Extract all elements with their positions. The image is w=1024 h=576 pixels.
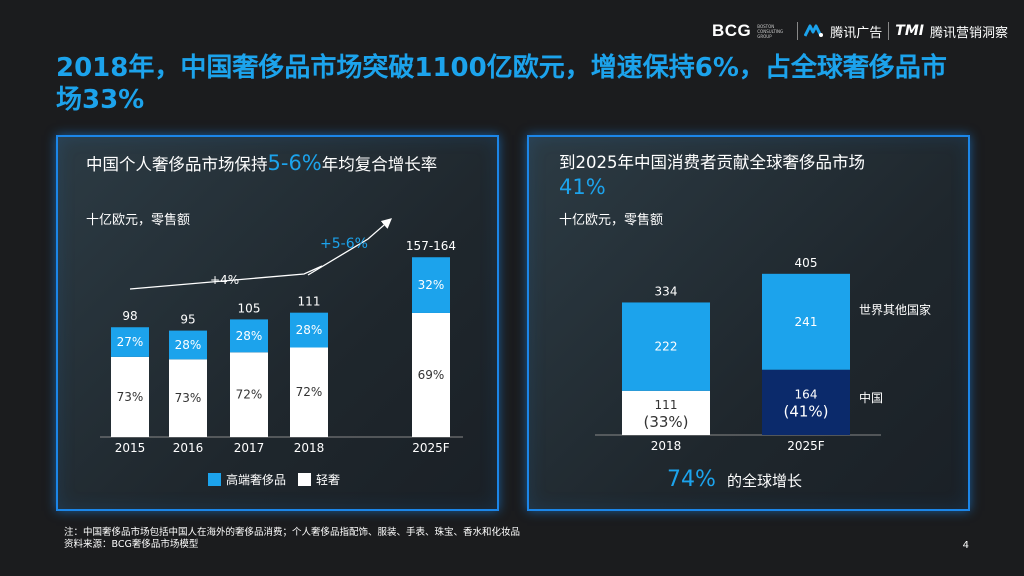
- x-tick-2015: 2015: [115, 441, 146, 455]
- bar-high-end-luxury-2025F: [412, 257, 450, 313]
- label-total-2016: 95: [180, 313, 195, 327]
- left-title-text-end: 年均复合增长率: [321, 155, 438, 174]
- label-china-value-2018: 111: [655, 398, 678, 412]
- bar-rest-of-world-2018: [622, 302, 710, 391]
- cagr-arrow-2015-2018: [129, 265, 323, 290]
- label-total-2017: 105: [238, 301, 261, 315]
- logo-bar: BCG BOSTON CONSULTING GROUP 腾讯广告 TMI 腾讯营…: [712, 20, 1008, 42]
- bar-china-2018: [622, 390, 710, 435]
- label-total-2025F: 405: [795, 256, 818, 270]
- right-chart: 111(33%) 222 334 2018 164(41%) 241 405 2025F 世界…: [595, 256, 931, 492]
- x-tick-2025F: 2025F: [787, 439, 825, 453]
- bar-affordable-luxury-2018: [290, 347, 328, 437]
- x-tick-2018: 2018: [294, 441, 325, 455]
- logo-divider: [797, 22, 799, 40]
- legend-swatch-affordable: [298, 473, 311, 486]
- right-title-text: 到2025年中国消费者贡献全球奢侈品市场: [559, 153, 865, 172]
- x-tick-2016: 2016: [173, 441, 204, 455]
- bar-affordable-luxury-2017: [230, 352, 268, 437]
- footnote-note: 注：中国奢侈品市场包括中国人在海外的奢侈品消费；个人奢侈品指配饰、服装、手表、珠…: [64, 527, 521, 538]
- tmi-logo: TMI: [895, 23, 924, 39]
- label-high-end-share-2018: 28%: [296, 323, 323, 337]
- cagr-label-5-6: +5-6%: [320, 236, 368, 252]
- cagr-arrow-2018-2025: [307, 218, 392, 276]
- right-panel-title: 到2025年中国消费者贡献全球奢侈品市场 41%: [559, 151, 959, 201]
- label-total-2018: 334: [655, 284, 678, 298]
- tmi-label: 腾讯营销洞察: [929, 25, 1008, 41]
- left-title-highlight: 5-6%: [267, 151, 322, 175]
- bar-high-end-luxury-2017: [230, 319, 268, 353]
- label-high-end-share-2017: 28%: [236, 329, 263, 343]
- page-title: 2018年，中国奢侈品市场突破1100亿欧元，增速保持6%，占全球奢侈品市场33…: [56, 53, 947, 115]
- logo-divider: [888, 22, 890, 40]
- label-rest-of-world-2018: 222: [655, 340, 678, 354]
- bcg-subtitle: BOSTON CONSULTING GROUP: [757, 23, 784, 39]
- footnote-source: 资料来源：BCG奢侈品市场模型: [64, 539, 199, 550]
- page-number: 4: [962, 540, 969, 551]
- label-affordable-share-2016: 73%: [175, 391, 202, 405]
- label-total-2015: 98: [122, 309, 137, 323]
- label-total-2025F: 157-164: [406, 239, 456, 253]
- left-chart: 73% 27% 98 2015 73% 28% 95 2016 72% 28% 105 2017 72%…: [100, 218, 463, 487]
- label-rest-of-world-2025F: 241: [795, 315, 818, 329]
- bar-high-end-luxury-2016: [169, 330, 207, 360]
- x-tick-2025F: 2025F: [412, 441, 450, 455]
- label-high-end-share-2025F: 32%: [418, 278, 445, 292]
- label-china-share-2018: (33%): [643, 413, 688, 431]
- bar-affordable-luxury-2016: [169, 359, 207, 437]
- bar-high-end-luxury-2018: [290, 312, 328, 348]
- china-market-growth-panel: 中国个人奢侈品市场保持5-6%年均复合增长率 十亿欧元，零售额 73% 27% 98…: [56, 135, 499, 511]
- series-label-rest-of-world: 世界其他国家: [859, 302, 931, 317]
- label-affordable-share-2017: 72%: [236, 388, 263, 402]
- tencent-ads-label: 腾讯广告: [830, 25, 883, 41]
- label-affordable-share-2018: 72%: [296, 385, 323, 399]
- label-high-end-share-2015: 27%: [117, 335, 144, 349]
- tencent-ads-icon: [804, 24, 824, 37]
- label-china-share-2025F: (41%): [783, 402, 828, 420]
- footnote: 注：中国奢侈品市场包括中国人在海外的奢侈品消费；个人奢侈品指配饰、服装、手表、珠…: [64, 527, 520, 551]
- right-unit-label: 十亿欧元，零售额: [559, 213, 664, 228]
- label-high-end-share-2016: 28%: [175, 338, 202, 352]
- label-total-2018: 111: [298, 295, 321, 309]
- legend-label-affordable: 轻奢: [316, 473, 340, 487]
- left-panel-title: 中国个人奢侈品市场保持5-6%年均复合增长率: [86, 151, 486, 177]
- x-tick-2017: 2017: [234, 441, 265, 455]
- cagr-label-4: +4%: [210, 273, 239, 287]
- x-tick-2018: 2018: [651, 439, 682, 453]
- right-title-highlight: 41%: [559, 175, 606, 199]
- legend-label-high-end: 高端奢侈品: [226, 472, 286, 487]
- bar-china-2025F: [762, 369, 850, 435]
- legend-swatch-high-end: [208, 473, 221, 486]
- label-china-value-2025F: 164: [795, 387, 818, 401]
- bar-affordable-luxury-2015: [111, 356, 149, 437]
- series-label-china: 中国: [859, 390, 883, 405]
- label-affordable-share-2015: 73%: [117, 390, 144, 404]
- label-affordable-share-2025F: 69%: [418, 368, 445, 382]
- bar-rest-of-world-2025F: [762, 273, 850, 370]
- left-unit-label: 十亿欧元，零售额: [86, 213, 191, 228]
- bar-affordable-luxury-2025F: [412, 312, 450, 437]
- bar-high-end-luxury-2015: [111, 327, 149, 357]
- bcg-logo: BCG: [711, 21, 752, 40]
- growth-label: 的全球增长: [727, 472, 802, 490]
- left-title-text: 中国个人奢侈品市场保持: [86, 155, 268, 174]
- global-share-panel: 到2025年中国消费者贡献全球奢侈品市场 41% 十亿欧元，零售额 111 (33%…: [527, 135, 970, 511]
- growth-value: 74%: [667, 467, 716, 492]
